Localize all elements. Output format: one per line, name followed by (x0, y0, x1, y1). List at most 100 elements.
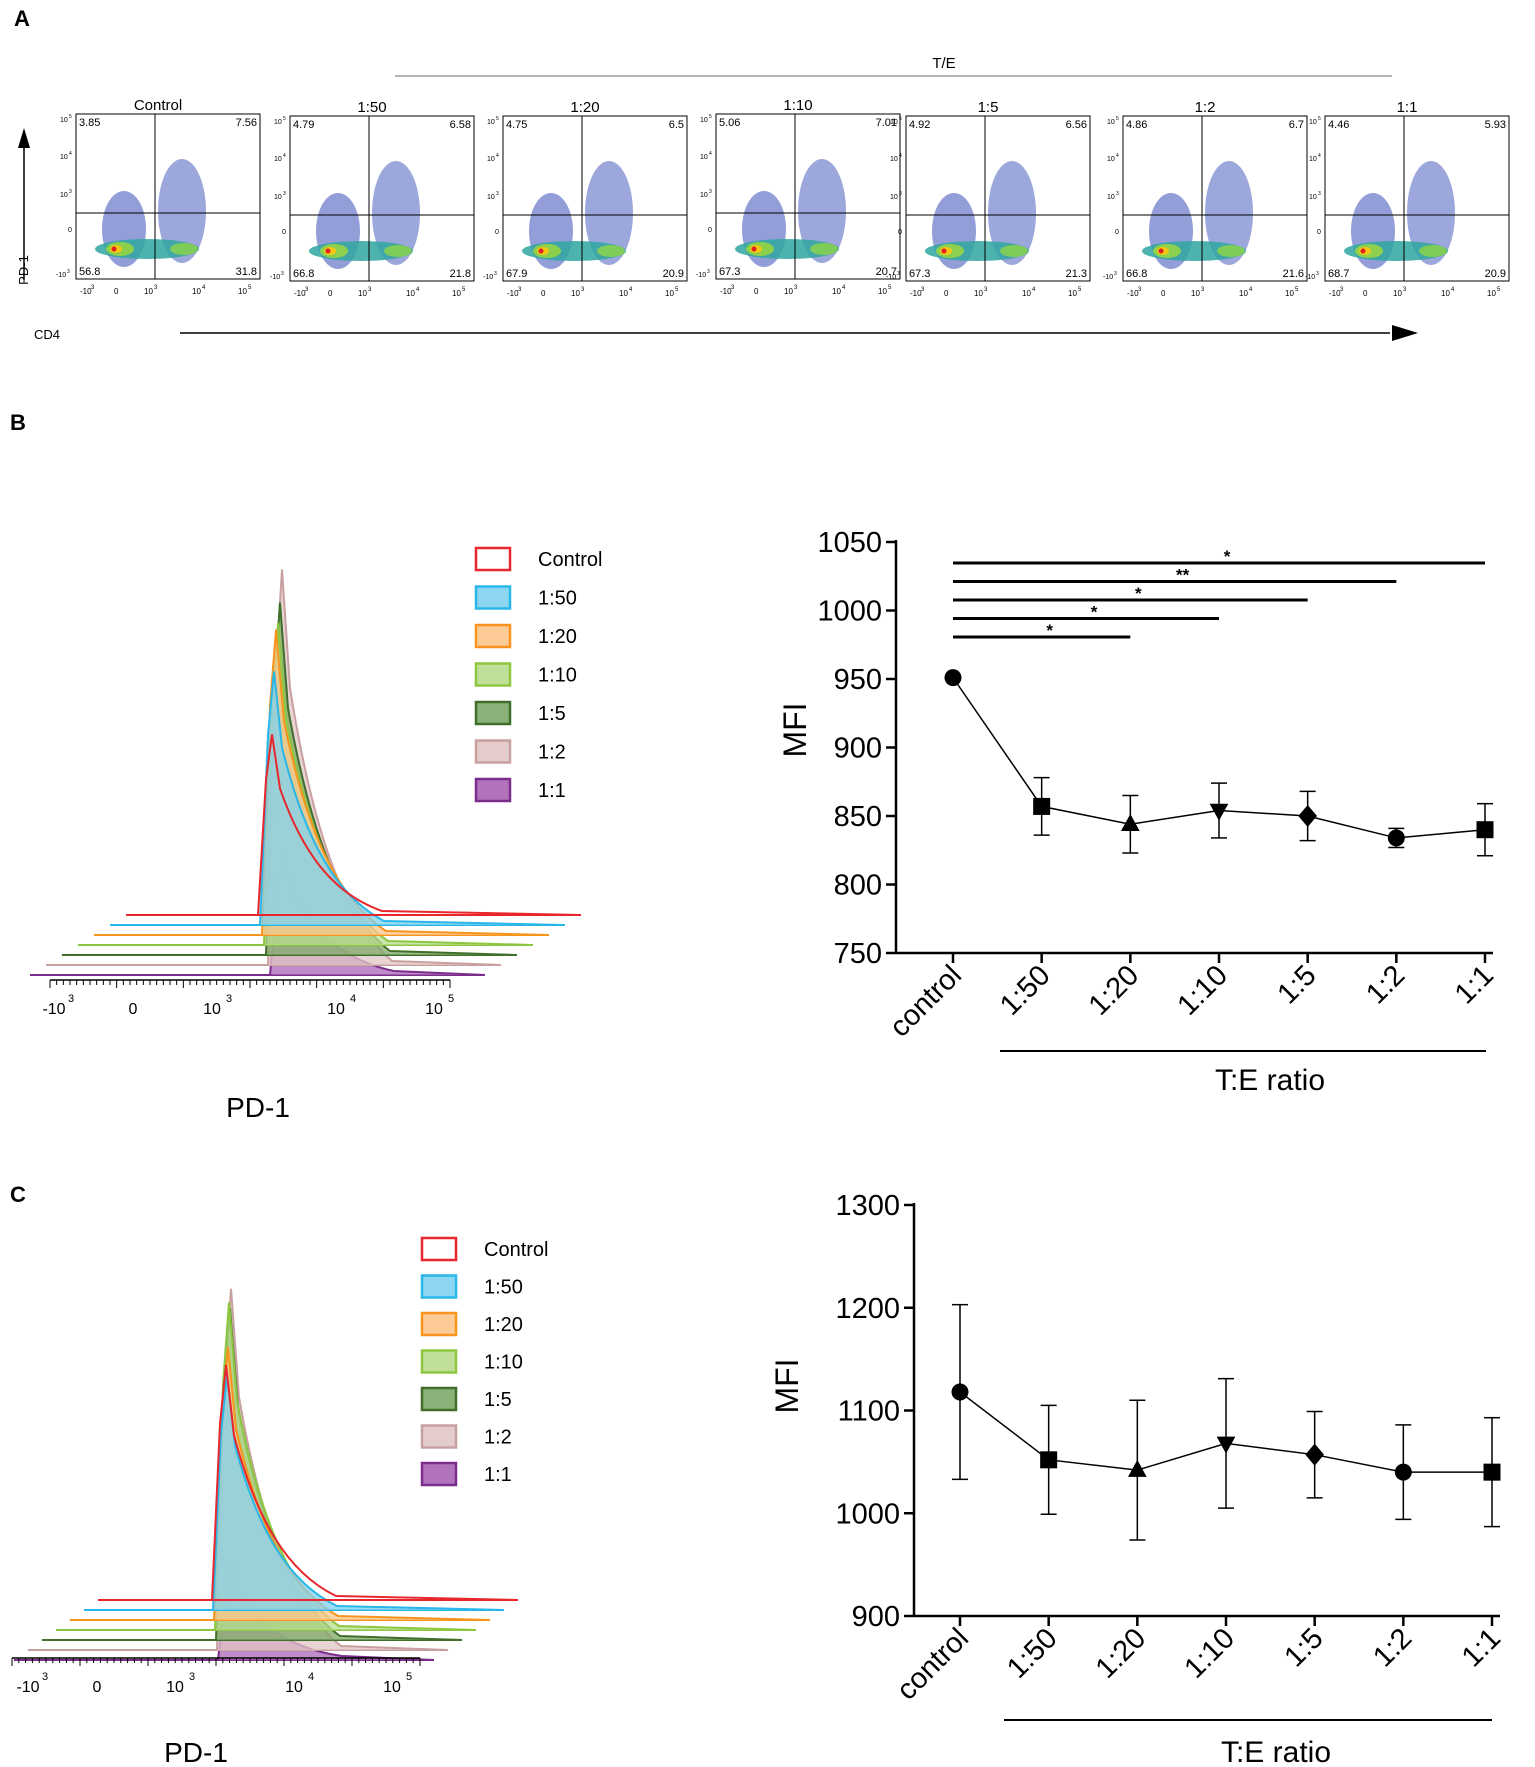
x-tick-exp: 5 (888, 285, 892, 291)
y-tick-exp: 3 (496, 191, 499, 197)
legend-label-6: 1:1 (484, 1464, 512, 1486)
y-tick-label: 10 (890, 119, 898, 126)
x-tick-exp: 3 (1340, 287, 1344, 293)
y-tick-label: -10 (1305, 274, 1315, 281)
y-tick-label: 1000 (817, 596, 882, 628)
y-tick-label: 1000 (835, 1498, 900, 1530)
quadrant-upper-left: 4.46 (1328, 119, 1349, 131)
y-tick-exp: 5 (709, 114, 712, 120)
marker-triangle-down (1216, 1436, 1236, 1454)
hist-tick-label: -10 (42, 1001, 65, 1018)
x-tick-label: 10 (1487, 289, 1496, 298)
y-tick-exp: 3 (707, 269, 710, 275)
x-tick-label: 1:50 (994, 959, 1057, 1022)
y-tick-label: 900 (834, 733, 882, 765)
y-tick-label: 10 (487, 156, 495, 163)
y-tick-exp: 4 (496, 153, 499, 159)
pd1-arrow-head (18, 128, 30, 148)
x-tick-exp: 3 (154, 285, 158, 291)
marker-square (1483, 1463, 1501, 1481)
y-tick-label: 10 (1309, 119, 1317, 126)
quadrant-lower-right: 20.7 (876, 266, 897, 278)
hist-tick-label: 10 (383, 1679, 401, 1696)
x-tick-label: 10 (358, 289, 367, 298)
flow-plot-title: 1:2 (1195, 99, 1216, 116)
y-tick-exp: 5 (1318, 116, 1321, 122)
x-tick-label: -10 (910, 289, 922, 298)
y-tick-label: 10 (700, 117, 708, 124)
y-tick-label: 10 (274, 119, 282, 126)
flow-plot-title: 1:50 (357, 99, 386, 116)
y-tick-label: 10 (487, 194, 495, 201)
hist-tick-label: 10 (203, 1001, 221, 1018)
y-tick-label: 1100 (838, 1396, 900, 1428)
quadrant-upper-right: 6.56 (1066, 119, 1087, 131)
x-tick-label: 10 (571, 289, 580, 298)
legend-label-0: Control (538, 549, 602, 571)
x-tick-label: 1:5 (1271, 959, 1322, 1010)
significance-label: * (1091, 603, 1098, 622)
y-tick-exp: 5 (283, 116, 286, 122)
panel-b-mfi-chart: 750 800 850 900 950 1000 1050 MFI control 1:50 1:2… (777, 527, 1500, 1097)
y-tick-exp: 3 (1318, 191, 1321, 197)
quadrant-upper-right: 6.58 (450, 119, 471, 131)
quadrant-upper-left: 4.79 (293, 119, 314, 131)
x-tick-label: 0 (1363, 289, 1368, 298)
y-tick-label: 1050 (817, 527, 882, 559)
x-tick-exp: 3 (1201, 287, 1205, 293)
y-tick-exp: 5 (496, 116, 499, 122)
y-tick-exp: 5 (1116, 116, 1119, 122)
quadrant-lower-right: 21.3 (1066, 268, 1087, 280)
legend-swatch-3 (474, 662, 512, 687)
legend-label-3: 1:10 (538, 665, 577, 687)
x-tick-label: 10 (1441, 289, 1450, 298)
x-tick-label: 1:20 (1083, 959, 1146, 1022)
x-tick-label: 1:10 (1171, 959, 1234, 1022)
te-group-label: T/E (932, 55, 955, 72)
hist-tick-label: 10 (327, 1001, 345, 1018)
y-tick-label: -10 (886, 274, 896, 281)
significance-label: ** (1176, 566, 1190, 585)
y-tick-exp: 3 (897, 271, 900, 277)
legend-label-4: 1:5 (538, 703, 566, 725)
legend-label-2: 1:20 (538, 626, 577, 648)
y-tick-exp: 4 (1318, 153, 1321, 159)
legend-label-5: 1:2 (484, 1427, 512, 1449)
significance-label: * (1135, 584, 1142, 603)
quadrant-lower-left: 56.8 (79, 266, 100, 278)
panel-label-a: A (14, 6, 30, 31)
x-tick-exp: 3 (91, 285, 95, 291)
x-tick-label: 1:20 (1090, 1622, 1153, 1685)
y-tick-exp: 5 (899, 116, 902, 122)
quadrant-lower-left: 66.8 (293, 268, 314, 280)
y-tick-label: 10 (1107, 119, 1115, 126)
panel-label-b: B (10, 410, 26, 435)
y-tick-exp: 5 (69, 114, 72, 120)
y-axis-label: MFI (769, 1358, 805, 1413)
y-tick-label: 950 (834, 664, 882, 696)
hist-tick-exp: 5 (406, 1671, 412, 1683)
legend-label-1: 1:50 (484, 1277, 523, 1299)
x-tick-exp: 3 (794, 285, 798, 291)
flow-plot-2: 1:204.75 6.567.9 20.9-10 3 0 10 3 10 4 10 510 510 41… (483, 99, 688, 298)
x-tick-exp: 3 (368, 287, 372, 293)
x-tick-label: 1:50 (1001, 1622, 1064, 1685)
y-tick-label: 10 (700, 192, 708, 199)
y-tick-label: 0 (1317, 229, 1321, 236)
x-tick-exp: 4 (842, 285, 846, 291)
quadrant-lower-right: 31.8 (236, 266, 257, 278)
flow-plot-title: Control (134, 97, 182, 114)
x-tick-exp: 5 (675, 287, 679, 293)
quadrant-upper-right: 5.93 (1485, 119, 1506, 131)
x-tick-label: 10 (192, 287, 201, 296)
y-axis-label: MFI (777, 702, 813, 757)
density-core-right (597, 245, 625, 257)
y-tick-label: -10 (483, 274, 493, 281)
density-peak (538, 248, 544, 254)
hist-curve-0 (98, 1364, 519, 1601)
y-tick-exp: 4 (1116, 153, 1119, 159)
